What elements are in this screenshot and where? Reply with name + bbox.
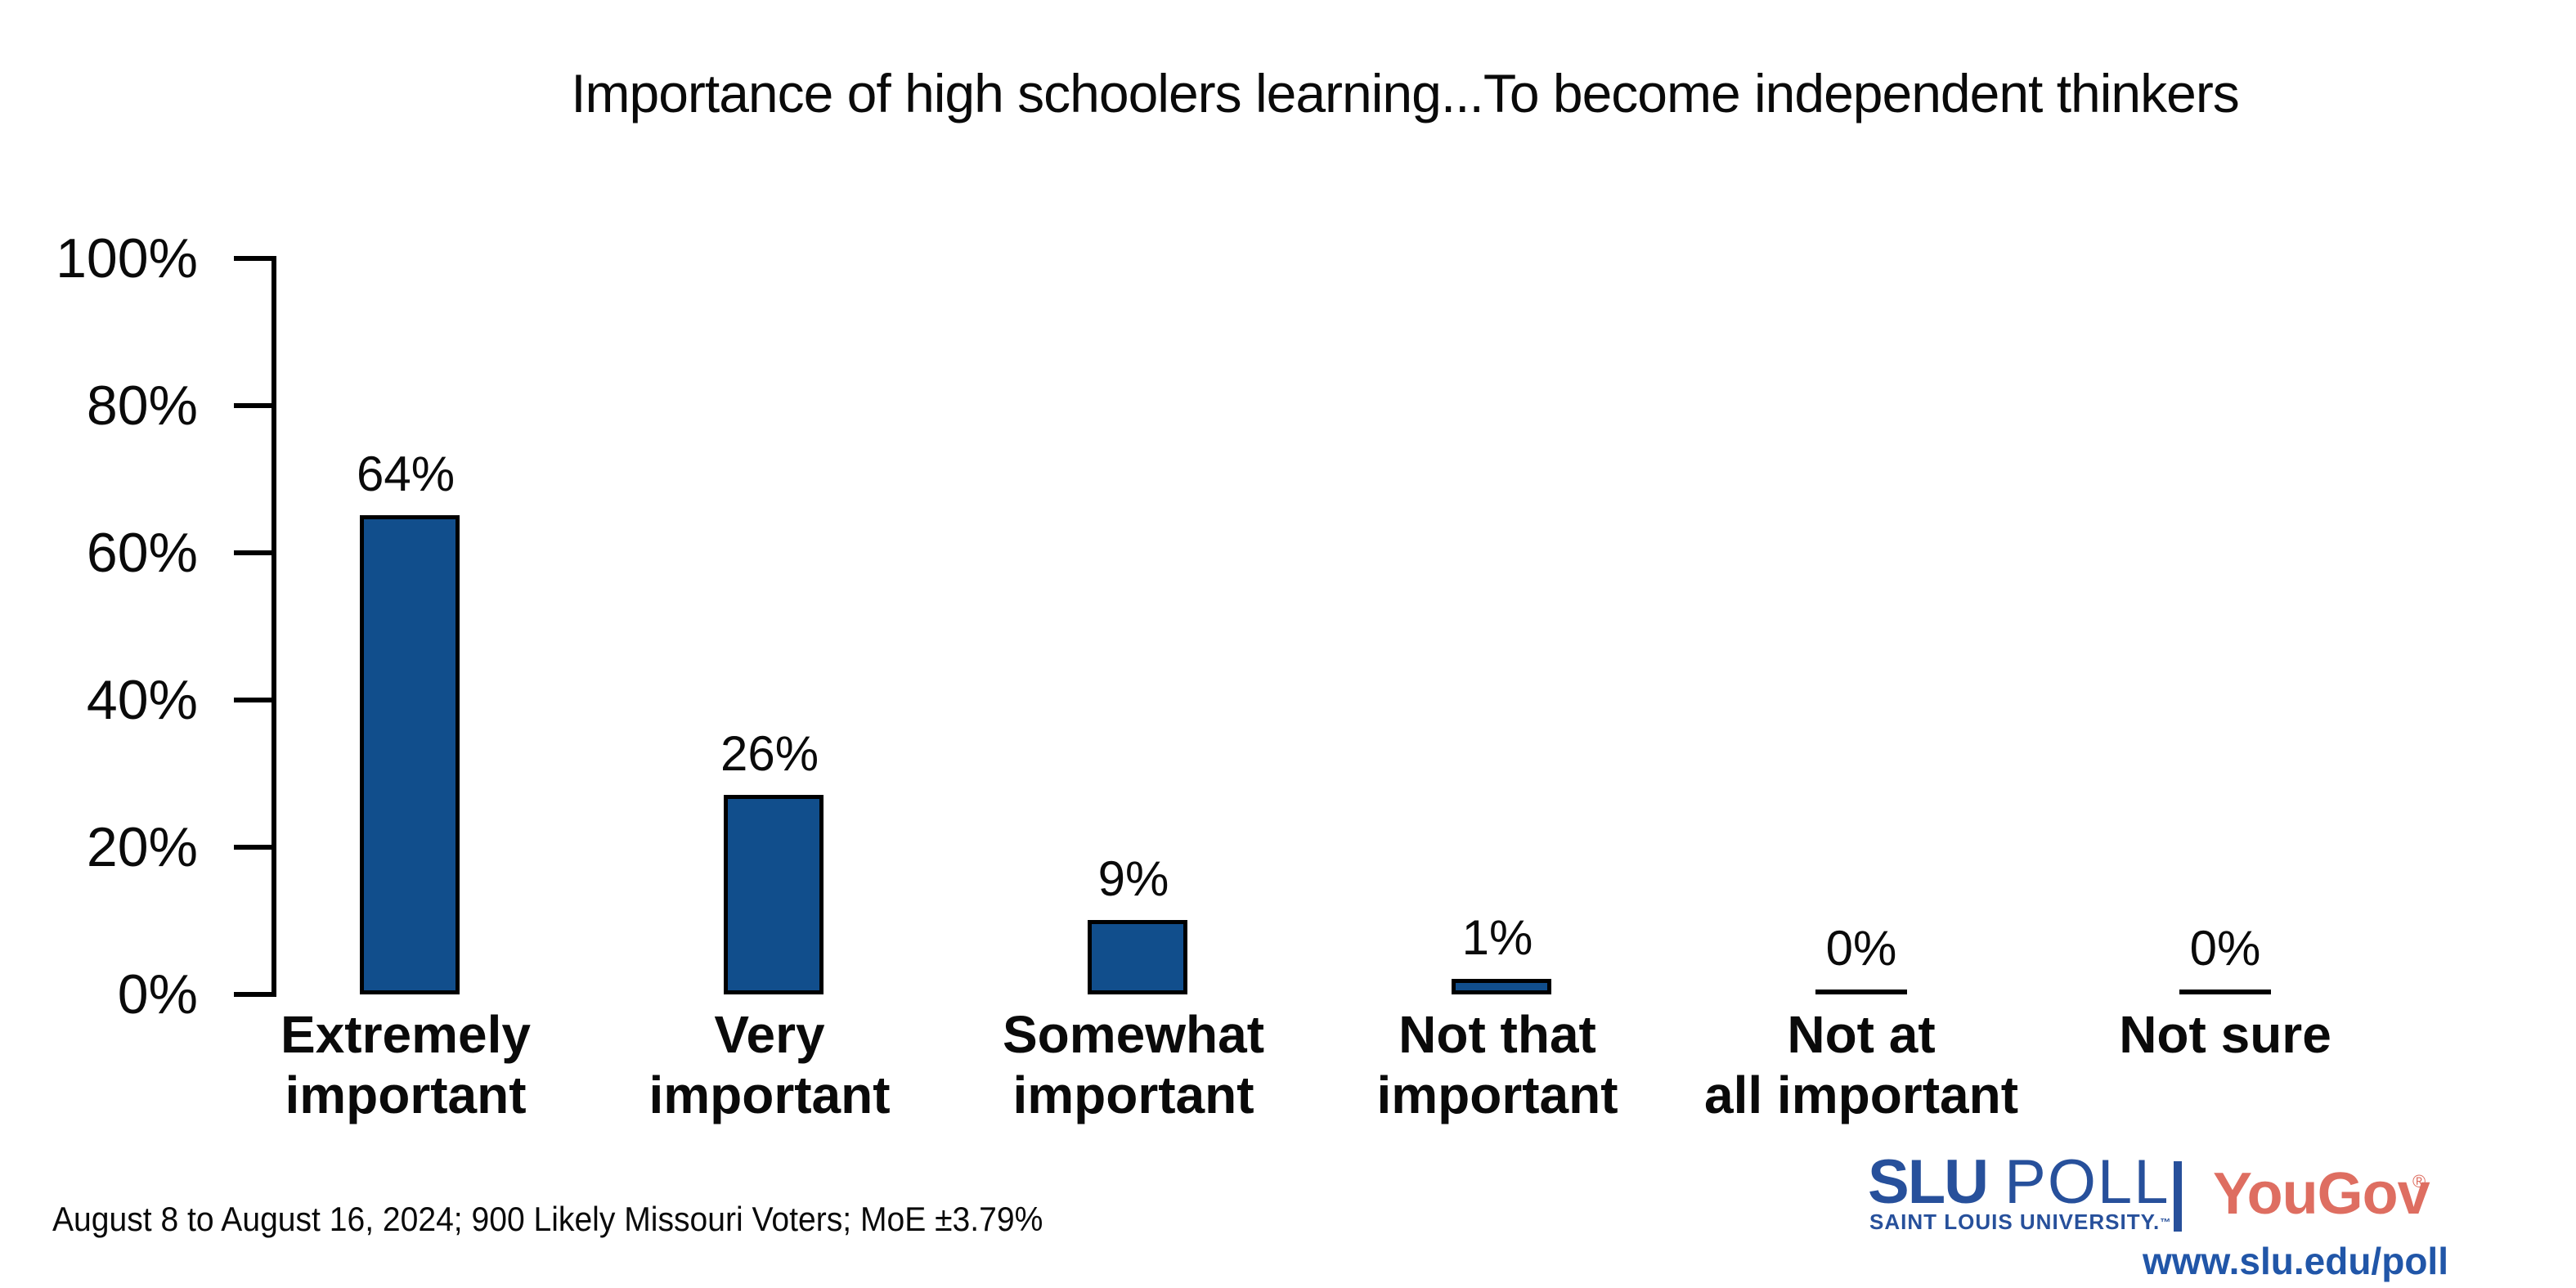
category-label-not-that-important: Not that important bbox=[1376, 1005, 1618, 1124]
y-axis-tick bbox=[234, 550, 272, 555]
y-axis-tick-label: 60% bbox=[86, 522, 198, 584]
value-label-not-at-all-important: 0% bbox=[1825, 921, 1897, 976]
slu-logo-text: SLU bbox=[1868, 1147, 1989, 1217]
y-axis-tick bbox=[234, 403, 272, 408]
y-axis-tick bbox=[234, 256, 272, 261]
trademark-mark: ™ bbox=[2160, 1216, 2172, 1228]
value-label-not-that-important: 1% bbox=[1461, 910, 1533, 965]
bar-extremely-important bbox=[360, 515, 460, 994]
slu-subtitle-text: SAINT LOUIS UNIVERSITY. bbox=[1869, 1209, 2161, 1234]
value-label-extremely-important: 64% bbox=[356, 447, 456, 501]
category-label-not-sure: Not sure bbox=[2119, 1005, 2331, 1064]
value-label-not-sure: 0% bbox=[2189, 921, 2261, 976]
y-axis-tick-label: 20% bbox=[86, 816, 198, 878]
methodology-note: August 8 to August 16, 2024; 900 Likely … bbox=[52, 1200, 1043, 1238]
poll-logo-text: POLL bbox=[2004, 1147, 2170, 1217]
chart-title: Importance of high schoolers learning...… bbox=[571, 63, 2240, 123]
yougov-logo-text: YouGov bbox=[2213, 1161, 2430, 1227]
bar-not-that-important bbox=[1452, 979, 1551, 994]
registered-trademark-icon: ® bbox=[2412, 1171, 2426, 1192]
bar-not-at-all-important bbox=[1815, 990, 1907, 994]
value-label-very-important: 26% bbox=[720, 726, 819, 781]
y-axis-tick-label: 40% bbox=[86, 669, 198, 731]
y-axis-tick-label: 0% bbox=[117, 963, 198, 1025]
bar-not-sure bbox=[2179, 990, 2271, 994]
slu-logo-subtitle: SAINT LOUIS UNIVERSITY.™ bbox=[1869, 1210, 2171, 1234]
category-label-very-important: Very important bbox=[648, 1005, 891, 1124]
category-label-somewhat-important: Somewhat important bbox=[1002, 1005, 1265, 1124]
slu-poll-logo: SLU POLL bbox=[1868, 1151, 2170, 1214]
category-label-extremely-important: Extremely important bbox=[280, 1005, 531, 1124]
y-axis-tick bbox=[234, 992, 272, 997]
y-axis-tick bbox=[234, 698, 272, 702]
y-axis-tick-label: 80% bbox=[86, 375, 198, 437]
poll-url-link[interactable]: www.slu.edu/poll bbox=[2143, 1240, 2448, 1282]
value-label-somewhat-important: 9% bbox=[1097, 851, 1169, 906]
y-axis-tick-label: 100% bbox=[56, 227, 198, 289]
y-axis-tick bbox=[234, 845, 272, 850]
bar-somewhat-important bbox=[1088, 920, 1187, 994]
y-axis-line bbox=[272, 256, 276, 997]
logo-separator-bar bbox=[2174, 1161, 2182, 1232]
category-label-not-at-all-important: Not at all important bbox=[1703, 1005, 2019, 1124]
bar-very-important bbox=[724, 795, 824, 994]
